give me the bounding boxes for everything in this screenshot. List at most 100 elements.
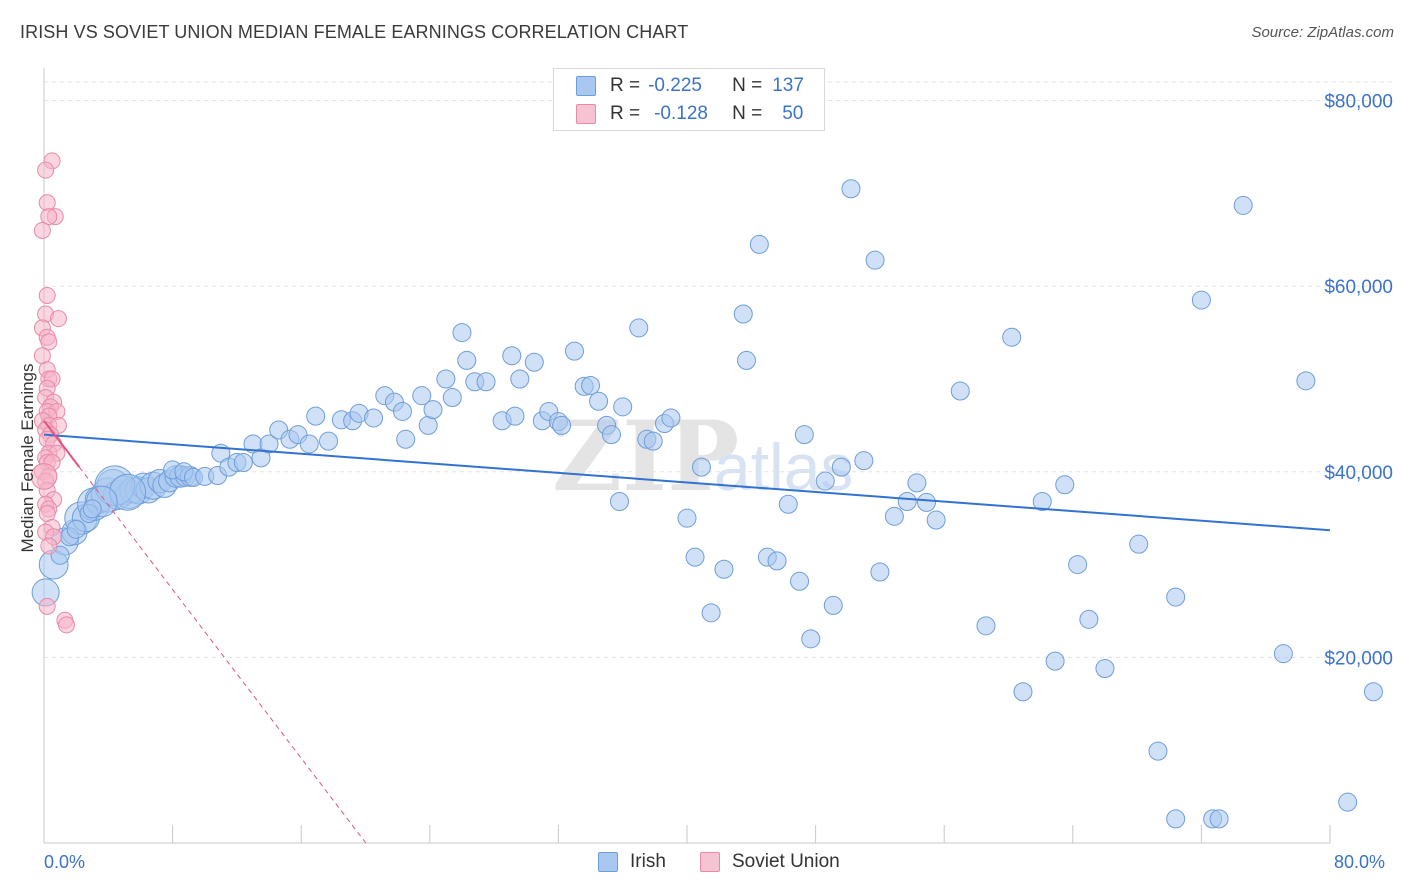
- irish-point: [299, 434, 319, 454]
- irish-point: [1068, 555, 1088, 575]
- irish-point: [790, 571, 810, 591]
- irish-point: [778, 494, 798, 514]
- x-tick-min: 0.0%: [44, 852, 86, 872]
- irish-point: [884, 506, 904, 526]
- irish-point: [865, 250, 885, 270]
- y-tick-label: $80,000: [1324, 92, 1393, 113]
- soviet-point: [30, 463, 58, 490]
- irish-point: [897, 491, 917, 511]
- irish-point: [926, 510, 946, 530]
- irish-point: [476, 372, 496, 392]
- irish-point: [442, 388, 462, 408]
- irish-point: [423, 400, 443, 420]
- legend-label-soviet: Soviet Union: [732, 851, 840, 872]
- irish-point: [1166, 587, 1186, 607]
- irish-point: [1363, 682, 1383, 702]
- irish-point: [392, 401, 412, 421]
- soviet-trend-extension: [78, 466, 367, 844]
- irish-point: [1296, 371, 1316, 391]
- irish-point: [907, 473, 927, 493]
- irish-point: [82, 499, 102, 519]
- irish-point: [815, 471, 835, 491]
- irish-point: [609, 491, 629, 511]
- irish-point: [950, 381, 970, 401]
- irish-point: [629, 318, 649, 338]
- irish-point: [801, 629, 821, 649]
- irish-point: [396, 429, 416, 449]
- r-value: -0.128: [654, 103, 708, 124]
- irish-point: [714, 559, 734, 579]
- irish-point: [457, 350, 477, 370]
- irish-point: [502, 346, 522, 366]
- r-label: R =: [610, 75, 641, 96]
- irish-point: [677, 508, 697, 528]
- irish-point: [1233, 195, 1253, 215]
- irish-swatch: [576, 76, 596, 96]
- irish-point: [1273, 644, 1293, 664]
- irish-point: [436, 369, 456, 389]
- irish-point: [1095, 659, 1115, 679]
- n-value: 137: [772, 75, 804, 96]
- irish-point: [1148, 741, 1168, 761]
- soviet-point: [58, 616, 76, 634]
- irish-point: [1079, 609, 1099, 629]
- r-label: R =: [610, 103, 641, 124]
- irish-points: [31, 179, 1383, 829]
- irish-point: [564, 341, 584, 361]
- legend-label-irish: Irish: [630, 851, 666, 872]
- irish-point: [505, 406, 525, 426]
- irish-point: [976, 616, 996, 636]
- correlation-legend: R = -0.225 N = 137 R = -0.128 N = 50: [553, 68, 825, 131]
- irish-point: [66, 519, 86, 539]
- irish-point: [452, 323, 472, 343]
- irish-point: [510, 369, 530, 389]
- legend-item-irish: Irish: [598, 851, 666, 873]
- watermark-atlas: atlas: [714, 430, 853, 504]
- irish-point: [1002, 327, 1022, 347]
- irish-point: [736, 350, 756, 370]
- irish-point: [412, 386, 432, 406]
- irish-point: [524, 352, 544, 372]
- soviet-point: [37, 161, 55, 179]
- y-tick-labels: $20,000 $40,000 $60,000 $80,000: [1324, 92, 1393, 670]
- irish-point: [1166, 809, 1186, 829]
- legend-row-irish: R = -0.225 N = 137: [576, 73, 804, 99]
- irish-point: [1013, 682, 1033, 702]
- n-label: N =: [732, 103, 763, 124]
- n-value: 50: [782, 103, 804, 124]
- irish-point: [917, 492, 937, 512]
- soviet-point: [49, 310, 67, 328]
- soviet-point: [38, 597, 56, 615]
- soviet-point: [38, 286, 56, 304]
- irish-point: [589, 391, 609, 411]
- irish-point: [1209, 809, 1229, 829]
- irish-point: [1045, 651, 1065, 671]
- legend-row-soviet: R = -0.128 N = 50: [576, 101, 803, 127]
- irish-point: [823, 595, 843, 615]
- irish-point: [854, 451, 874, 471]
- irish-point: [1055, 475, 1075, 495]
- irish-point: [661, 408, 681, 428]
- irish-point: [233, 453, 253, 472]
- soviet-point: [40, 208, 58, 226]
- soviet-point: [40, 333, 58, 351]
- irish-point: [1129, 534, 1149, 554]
- irish-point: [581, 375, 601, 395]
- irish-point: [870, 562, 890, 582]
- irish-point: [418, 415, 438, 435]
- irish-point: [643, 431, 663, 451]
- irish-trend-line: [43, 433, 1331, 532]
- irish-point: [319, 431, 339, 451]
- irish-point: [601, 425, 621, 445]
- irish-point: [749, 234, 769, 254]
- irish-point: [691, 457, 711, 477]
- soviet-trend-line: [43, 420, 81, 468]
- x-tick-max: 80.0%: [1334, 852, 1386, 872]
- irish-point: [1338, 792, 1358, 812]
- irish-point: [701, 603, 721, 623]
- trend-lines: [43, 420, 1331, 844]
- y-tick-label: $60,000: [1324, 277, 1393, 298]
- irish-point: [306, 406, 326, 426]
- y-tick-label: $40,000: [1324, 463, 1393, 484]
